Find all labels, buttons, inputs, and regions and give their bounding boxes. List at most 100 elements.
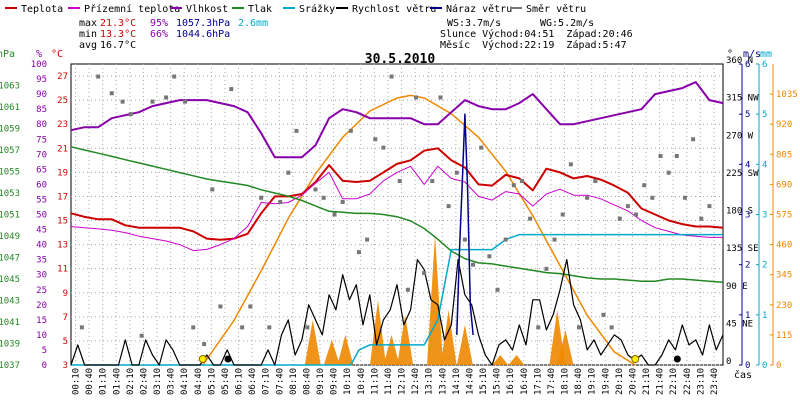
legend-label: Rychlost větru	[352, 3, 436, 15]
x-tick-label: 21:10	[642, 368, 652, 395]
x-tick-label: 11:10	[370, 368, 380, 395]
wind-direction-point	[218, 304, 223, 309]
wind-direction-point	[552, 237, 557, 242]
info-sun: Slunce Východ:04:51 Západ:20:46	[440, 28, 633, 40]
rain-axis-label: mm	[760, 49, 772, 60]
wind-tick-label: 4	[745, 160, 750, 170]
x-tick-label: 16:40	[520, 368, 530, 395]
stats-avg-label: avg	[79, 40, 97, 51]
wind-direction-point	[365, 237, 370, 242]
moon-marker	[673, 355, 681, 363]
temperature-tick-label: 3	[63, 361, 68, 371]
temperature-tick-label: 7	[63, 313, 68, 323]
temperature-tick-label: 21	[57, 144, 68, 154]
x-tick-label: 12:10	[398, 368, 408, 395]
stats-avg-temp: 16.7°C	[100, 40, 136, 51]
x-tick-label: 07:10	[262, 368, 272, 395]
wind-direction-point	[601, 312, 606, 317]
x-tick-label: 09:10	[316, 368, 326, 395]
solar-tick-label: 920	[776, 120, 792, 130]
series-layer	[70, 74, 724, 366]
x-tick-label: 18:40	[574, 368, 584, 395]
x-tick-label: 14:10	[452, 368, 462, 395]
wind-direction-point	[96, 74, 101, 79]
solar-line	[202, 94, 636, 366]
wind-direction-point	[286, 170, 291, 175]
temperature-tick-label: 9	[63, 289, 68, 299]
wind-direction-point	[164, 95, 169, 100]
wind-direction-point	[397, 179, 402, 184]
x-tick-label: 14:40	[465, 368, 475, 395]
direction-tick-label: 45 NE	[726, 319, 753, 329]
humidity-tick-label: 60	[36, 180, 47, 190]
rain-intensity-bar	[427, 234, 444, 365]
pressure-tick-label: 1045	[0, 275, 20, 285]
legend: Teplota Přízemní teplota Vlhkost Tlak Srážky…	[5, 3, 586, 15]
wind-direction-point	[479, 145, 484, 150]
wind-direction-point	[128, 112, 133, 117]
stats-min-press: 1044.6hPa	[176, 29, 230, 40]
rain-intensity-bar	[397, 314, 414, 365]
x-tick-label: 02:10	[126, 368, 136, 395]
wind-direction-point	[471, 262, 476, 267]
wind-tick-label: 2	[745, 261, 750, 271]
wind-direction-point	[278, 199, 283, 204]
direction-tick-label: 90 E	[726, 282, 748, 292]
x-tick-label: 05:10	[207, 368, 217, 395]
pressure-tick-label: 1041	[0, 318, 20, 328]
info-moon: Měsíc Východ:22:19 Západ:5:47	[440, 39, 627, 51]
legend-label: Přízemní teplota	[84, 3, 180, 15]
x-tick-label: 17:10	[533, 368, 543, 395]
wind-direction-point	[462, 237, 467, 242]
stats-min-temp: 13.3°C	[100, 29, 136, 40]
rain-tick-label: 5	[762, 110, 767, 120]
x-tick-label: 06:10	[235, 368, 245, 395]
wind-direction-point	[438, 95, 443, 100]
series-line-vlhkost	[70, 81, 724, 159]
rain-tick-label: 6	[762, 60, 767, 70]
x-tick-label: 07:40	[275, 368, 285, 395]
temperature-tick-label: 13	[57, 241, 68, 251]
wind-tick-label: 0	[745, 361, 750, 371]
wind-direction-point	[313, 187, 318, 192]
x-tick-label: 09:40	[330, 368, 340, 395]
series-line-teplota	[70, 147, 724, 241]
rain-tick-label: 1	[762, 311, 767, 321]
pressure-tick-label: 1043	[0, 297, 20, 307]
wind-direction-point	[642, 183, 647, 188]
grid	[70, 63, 724, 366]
solar-tick-label: 345	[776, 271, 792, 281]
sun-marker	[631, 355, 640, 363]
x-tick-label: 12:40	[411, 368, 421, 395]
wind-direction-point	[503, 237, 508, 242]
humidity-tick-label: 65	[36, 165, 47, 175]
wind-direction-point	[305, 325, 310, 330]
x-tick-label: 03:40	[167, 368, 177, 395]
pressure-tick-label: 1061	[0, 103, 20, 113]
humidity-tick-label: 75	[36, 135, 47, 145]
wind-direction-point	[210, 187, 215, 192]
x-tick-label: 15:10	[479, 368, 489, 395]
wind-direction-point	[405, 287, 410, 292]
x-tick-label: 13:40	[438, 368, 448, 395]
wind-direction-point	[240, 325, 245, 330]
temperature-tick-label: 27	[57, 72, 68, 82]
x-tick-label: 17:40	[547, 368, 557, 395]
wind-direction-point	[650, 195, 655, 200]
rain-intensity-bar	[304, 319, 321, 365]
solar-tick-label: 575	[776, 211, 792, 221]
info-ws: WS:3.7m/s	[447, 18, 501, 29]
wind-direction-point	[519, 179, 524, 184]
wind-direction-point	[446, 204, 451, 209]
wind-direction-point	[373, 137, 378, 142]
solar-tick-label: 115	[776, 331, 792, 341]
stats-max-label: max	[79, 18, 97, 29]
direction-tick-label: 270 W	[726, 131, 754, 141]
x-tick-label: 10:40	[357, 368, 367, 395]
wind-direction-point	[389, 74, 394, 79]
x-tick-label: 22:40	[683, 368, 693, 395]
humidity-tick-label: 55	[36, 195, 47, 205]
wind-direction-point	[422, 271, 427, 276]
